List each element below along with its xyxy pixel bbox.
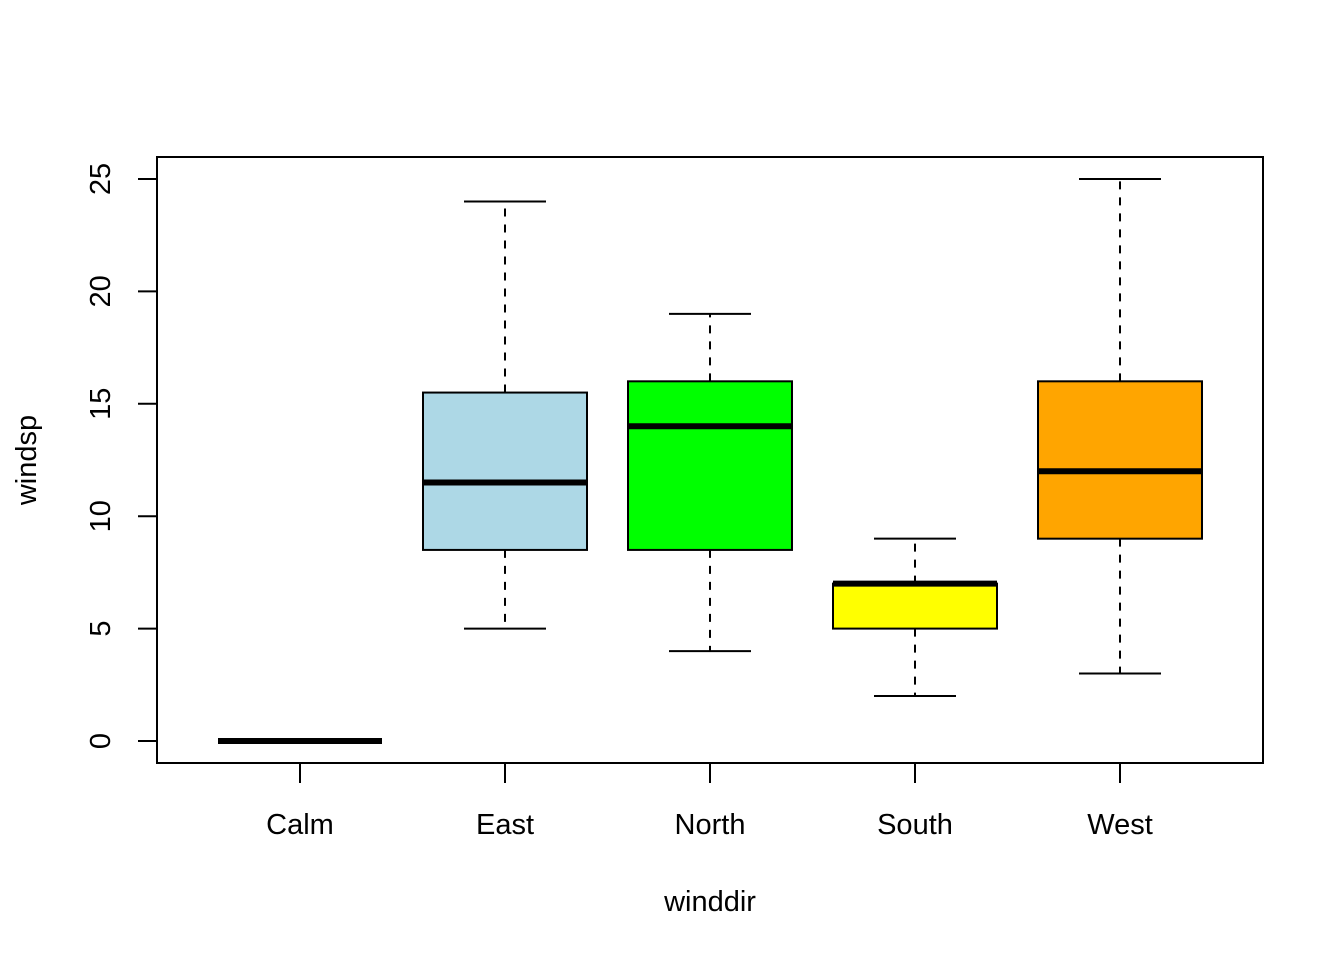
x-tick-label: South [877, 809, 953, 841]
y-tick-label: 20 [85, 275, 117, 307]
box-iqr [627, 380, 793, 551]
box-iqr [832, 582, 998, 630]
box-west [1037, 178, 1203, 675]
y-tick-label: 10 [85, 500, 117, 532]
box-north [627, 312, 793, 653]
y-tick-label: 15 [85, 388, 117, 420]
x-tick-label: North [675, 809, 746, 841]
x-tick-label: West [1087, 809, 1153, 841]
boxes-layer [218, 178, 1203, 744]
box-east [422, 200, 588, 630]
x-axis-label: winddir [663, 886, 756, 918]
x-axis: Calm East North South West [266, 763, 1153, 841]
y-tick-label: 5 [85, 621, 117, 637]
y-tick-label: 25 [85, 163, 117, 195]
box-iqr [1037, 380, 1203, 540]
y-axis-label: windsp [11, 415, 43, 506]
box-south [832, 537, 998, 698]
y-tick-label: 0 [85, 733, 117, 749]
x-tick-label: East [476, 809, 534, 841]
box-iqr [422, 391, 588, 551]
y-axis: 0 5 10 15 20 25 [85, 163, 158, 749]
x-tick-label: Calm [266, 809, 334, 841]
